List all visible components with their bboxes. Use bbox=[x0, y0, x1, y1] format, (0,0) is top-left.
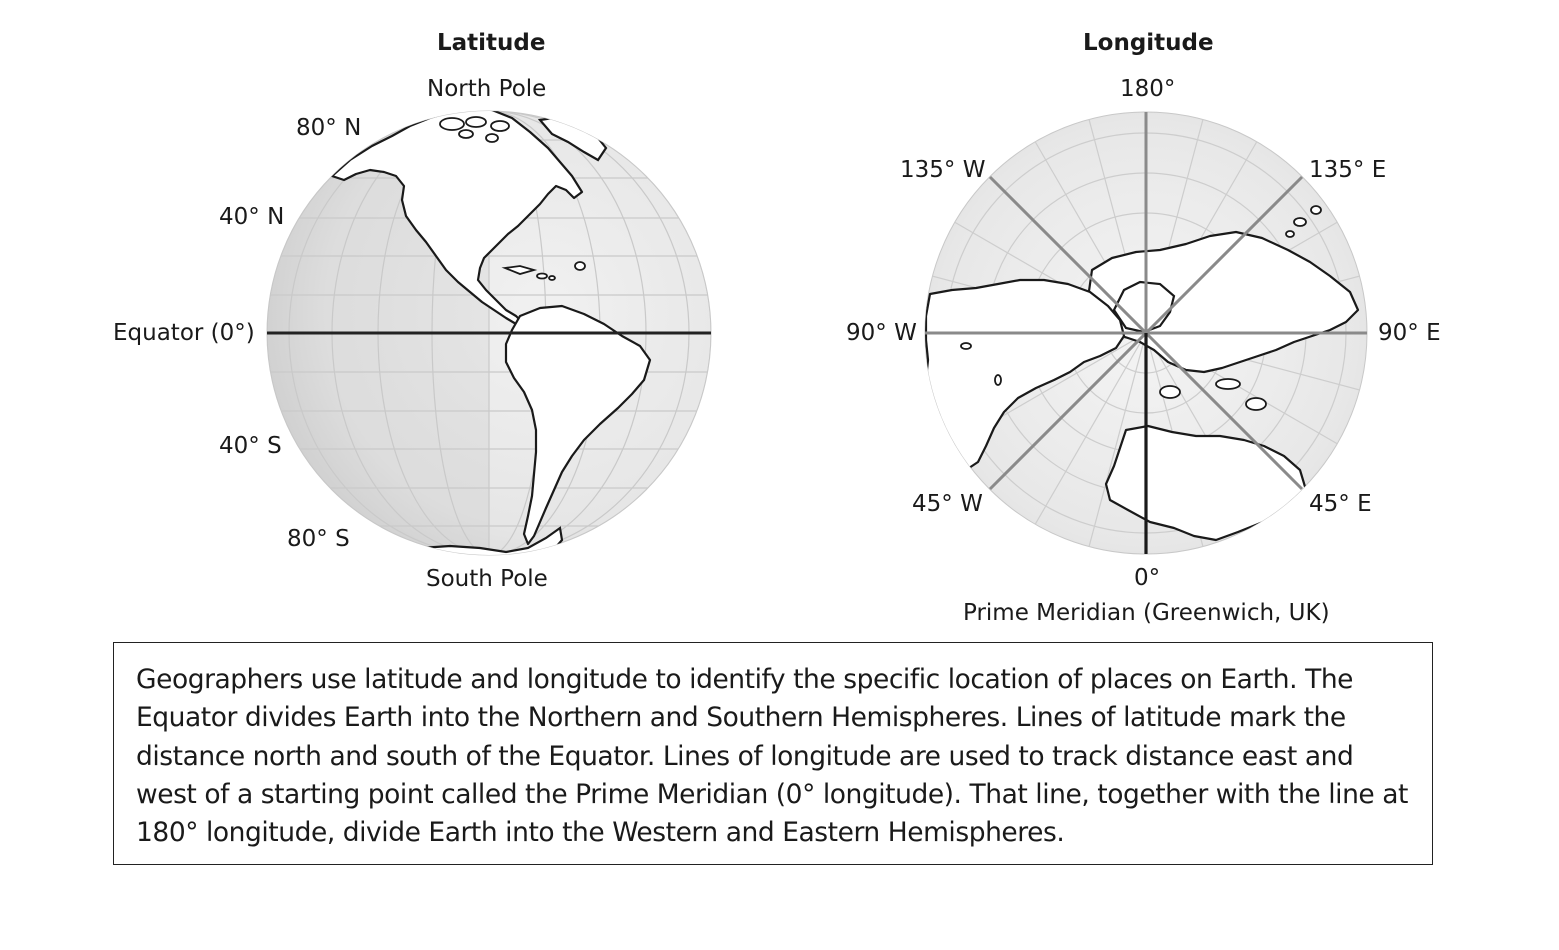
south-pole-label: South Pole bbox=[426, 566, 548, 592]
lon-90e-label: 90° E bbox=[1378, 320, 1441, 346]
caribbean-islands bbox=[501, 261, 586, 281]
arctic-islands bbox=[439, 116, 510, 143]
lat-40n-label: 40° N bbox=[219, 204, 285, 230]
equator-label: Equator (0°) bbox=[113, 320, 255, 346]
lon-0-label: 0° bbox=[1134, 565, 1161, 591]
lon-45e-label: 45° E bbox=[1309, 491, 1372, 517]
north-america-landmass bbox=[330, 111, 584, 326]
lon-135e-label: 135° E bbox=[1309, 157, 1387, 183]
north-america-polar-landmass bbox=[925, 278, 1126, 472]
south-america-landmass bbox=[504, 304, 652, 546]
lat-80n-label: 80° N bbox=[296, 115, 362, 141]
north-pole-label: North Pole bbox=[427, 76, 547, 102]
lat-40s-label: 40° S bbox=[219, 433, 282, 459]
prime-meridian-label: Prime Meridian (Greenwich, UK) bbox=[963, 600, 1330, 626]
antarctica-landmass bbox=[299, 526, 701, 555]
caption-text: Geographers use latitude and longitude t… bbox=[136, 664, 1408, 849]
highlight-meridians bbox=[925, 112, 1367, 491]
lat-80s-label: 80° S bbox=[287, 526, 350, 552]
longitude-title: Longitude bbox=[1083, 30, 1214, 56]
polar-islands bbox=[960, 205, 1322, 411]
caption-box: Geographers use latitude and longitude t… bbox=[113, 642, 1433, 865]
lon-135w-label: 135° W bbox=[900, 157, 986, 183]
eurasia-landmass bbox=[1086, 230, 1360, 374]
lon-45w-label: 45° W bbox=[912, 491, 983, 517]
latitude-title: Latitude bbox=[437, 30, 546, 56]
lon-180-label: 180° bbox=[1120, 76, 1176, 102]
lon-90w-label: 90° W bbox=[846, 320, 917, 346]
